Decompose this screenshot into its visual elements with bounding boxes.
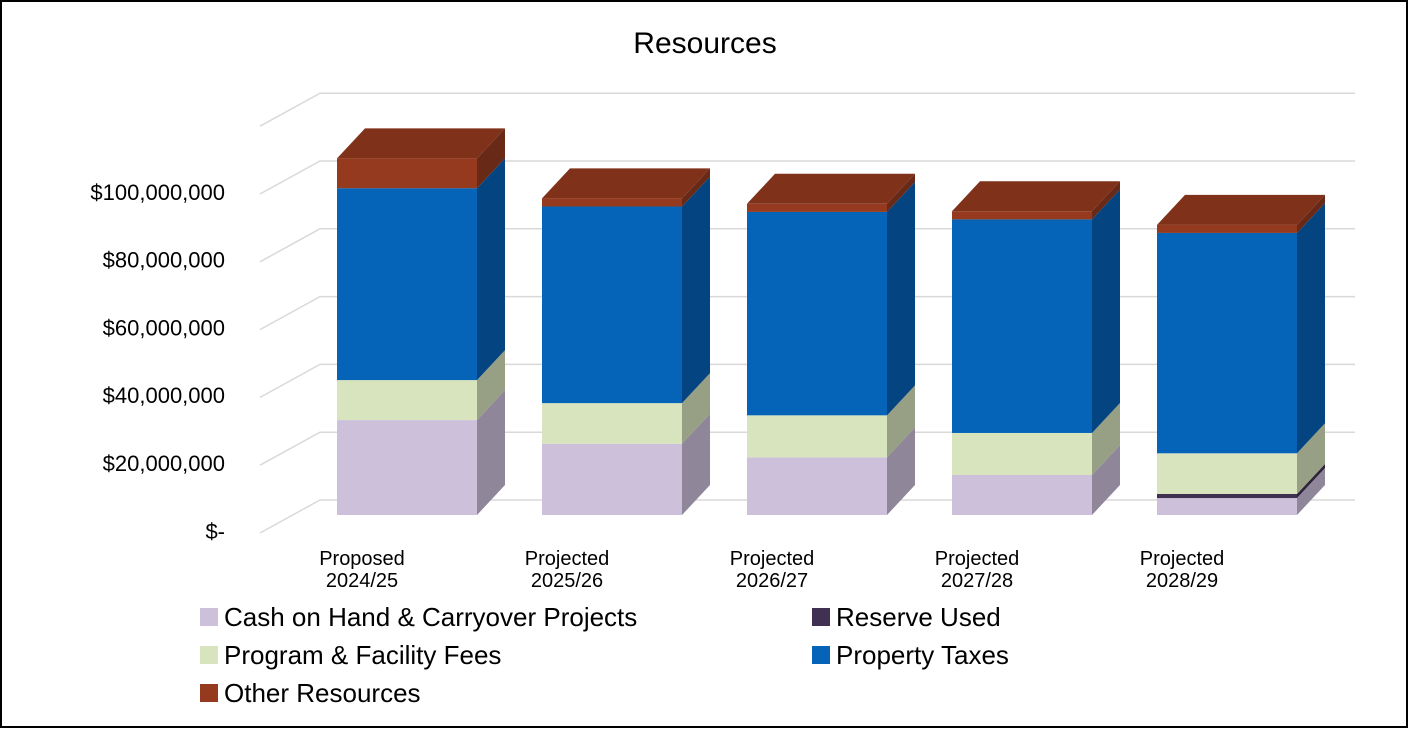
bar-segment xyxy=(952,219,1092,433)
y-tick-label: $20,000,000 xyxy=(103,451,225,476)
bar-top xyxy=(952,181,1120,212)
bar-segment xyxy=(542,403,682,444)
bar-side xyxy=(477,158,505,381)
bar-side xyxy=(1297,468,1325,515)
legend-item: Other Resources xyxy=(200,676,812,710)
x-tick-label: Projected 2027/28 xyxy=(934,548,1020,592)
x-tick-label: Projected 2026/27 xyxy=(729,548,815,592)
legend-item: Property Taxes xyxy=(812,638,1192,672)
bar-side xyxy=(1092,189,1120,433)
legend-swatch xyxy=(812,646,830,664)
y-tick-label: $60,000,000 xyxy=(103,315,225,340)
x-tick-label: Proposed 2024/25 xyxy=(319,548,405,592)
legend-item: Cash on Hand & Carryover Projects xyxy=(200,600,812,634)
bar-segment xyxy=(337,380,477,421)
bar-side xyxy=(477,390,505,515)
legend-label: Reserve Used xyxy=(836,602,1001,632)
bar-segment xyxy=(542,198,682,207)
bar-side xyxy=(1297,202,1325,454)
bar-segment xyxy=(952,432,1092,475)
bar-side xyxy=(887,181,915,416)
legend-label: Other Resources xyxy=(224,678,421,708)
y-tick-label: $80,000,000 xyxy=(103,248,225,273)
chart-title: Resources xyxy=(633,27,776,60)
bar-side xyxy=(887,173,915,212)
bar-top xyxy=(542,168,710,199)
legend-item: Reserve Used xyxy=(812,600,1192,634)
grid-line xyxy=(259,92,1355,127)
y-tick-label: $40,000,000 xyxy=(103,383,225,408)
bar-segment xyxy=(542,206,682,404)
bar-segment xyxy=(1157,453,1297,494)
bar-side xyxy=(1092,444,1120,515)
bar-side xyxy=(1092,402,1120,475)
bar-side xyxy=(1297,423,1325,494)
bar-segment xyxy=(337,420,477,515)
grid-line xyxy=(259,160,1355,195)
bar-segment xyxy=(747,457,887,515)
bar-top xyxy=(337,128,505,159)
bar-side xyxy=(682,168,710,207)
bar-segment xyxy=(747,415,887,458)
legend-swatch xyxy=(200,646,218,664)
legend-swatch xyxy=(812,608,830,626)
y-tick-label: $- xyxy=(205,519,225,544)
bar-side xyxy=(682,176,710,404)
bar-segment xyxy=(747,211,887,416)
x-tick-label: Projected 2025/26 xyxy=(524,548,610,592)
bar-segment xyxy=(1157,498,1297,515)
bar-segment xyxy=(952,474,1092,515)
bar-side xyxy=(887,427,915,515)
y-tick-label: $100,000,000 xyxy=(90,180,225,205)
bar-side xyxy=(887,385,915,458)
bar-side xyxy=(682,413,710,515)
legend: Cash on Hand & Carryover Projects Reserve… xyxy=(200,600,1200,710)
bar-segment xyxy=(952,211,1092,220)
bar-segment xyxy=(337,158,477,189)
legend-item: Program & Facility Fees xyxy=(200,638,812,672)
bar-side xyxy=(477,350,505,421)
bar-segment xyxy=(747,203,887,212)
bar-top xyxy=(747,173,915,204)
bar-top xyxy=(1157,194,1325,225)
bar-side xyxy=(682,373,710,444)
bar-segment xyxy=(1157,232,1297,454)
bar-side xyxy=(1297,463,1325,499)
legend-label: Property Taxes xyxy=(836,640,1009,670)
legend-label: Program & Facility Fees xyxy=(224,640,502,670)
bar-segment xyxy=(1157,224,1297,233)
bar-side xyxy=(477,128,505,189)
x-tick-label: Projected 2028/29 xyxy=(1139,548,1225,592)
bar-segment xyxy=(1157,493,1297,499)
legend-swatch xyxy=(200,684,218,702)
bar-side xyxy=(1092,181,1120,220)
legend-swatch xyxy=(200,608,218,626)
legend-label: Cash on Hand & Carryover Projects xyxy=(224,602,638,632)
bar-segment xyxy=(337,188,477,381)
bar-segment xyxy=(542,443,682,515)
bar-side xyxy=(1297,194,1325,233)
